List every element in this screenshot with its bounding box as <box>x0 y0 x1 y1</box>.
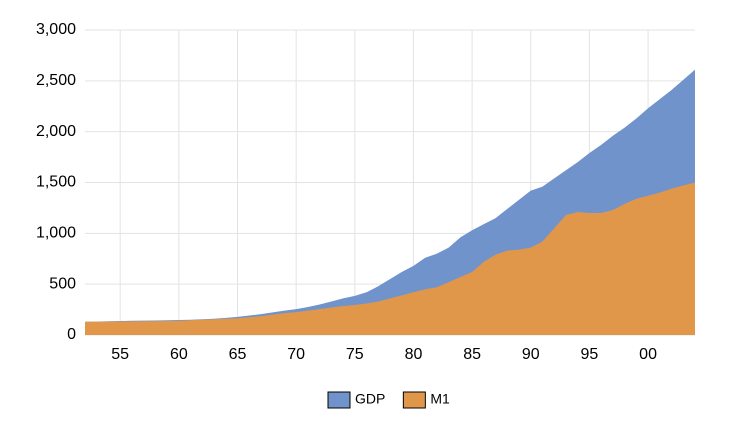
legend-swatch <box>327 391 351 409</box>
y-tick-label: 2,500 <box>36 72 76 89</box>
y-tick-label: 0 <box>67 326 76 343</box>
x-tick-label: 80 <box>405 346 423 363</box>
x-tick-label: 60 <box>170 346 188 363</box>
x-tick-label: 90 <box>522 346 540 363</box>
legend-swatch <box>402 391 426 409</box>
x-tick-label: 65 <box>229 346 247 363</box>
y-tick-label: 1,000 <box>36 225 76 242</box>
area <box>85 182 695 335</box>
x-tick-label: 75 <box>346 346 364 363</box>
x-tick-label: 00 <box>639 346 657 363</box>
y-tick-label: 2,000 <box>36 123 76 140</box>
legend-label: GDP <box>355 391 385 407</box>
x-tick-label: 70 <box>287 346 305 363</box>
y-tick-label: 1,500 <box>36 174 76 191</box>
y-tick-label: 3,000 <box>36 21 76 38</box>
x-tick-label: 85 <box>463 346 481 363</box>
x-tick-label: 55 <box>111 346 129 363</box>
x-tick-label: 95 <box>581 346 599 363</box>
y-tick-label: 500 <box>49 275 76 292</box>
legend-label: M1 <box>430 391 450 407</box>
legend: GDP M1 <box>327 391 450 409</box>
